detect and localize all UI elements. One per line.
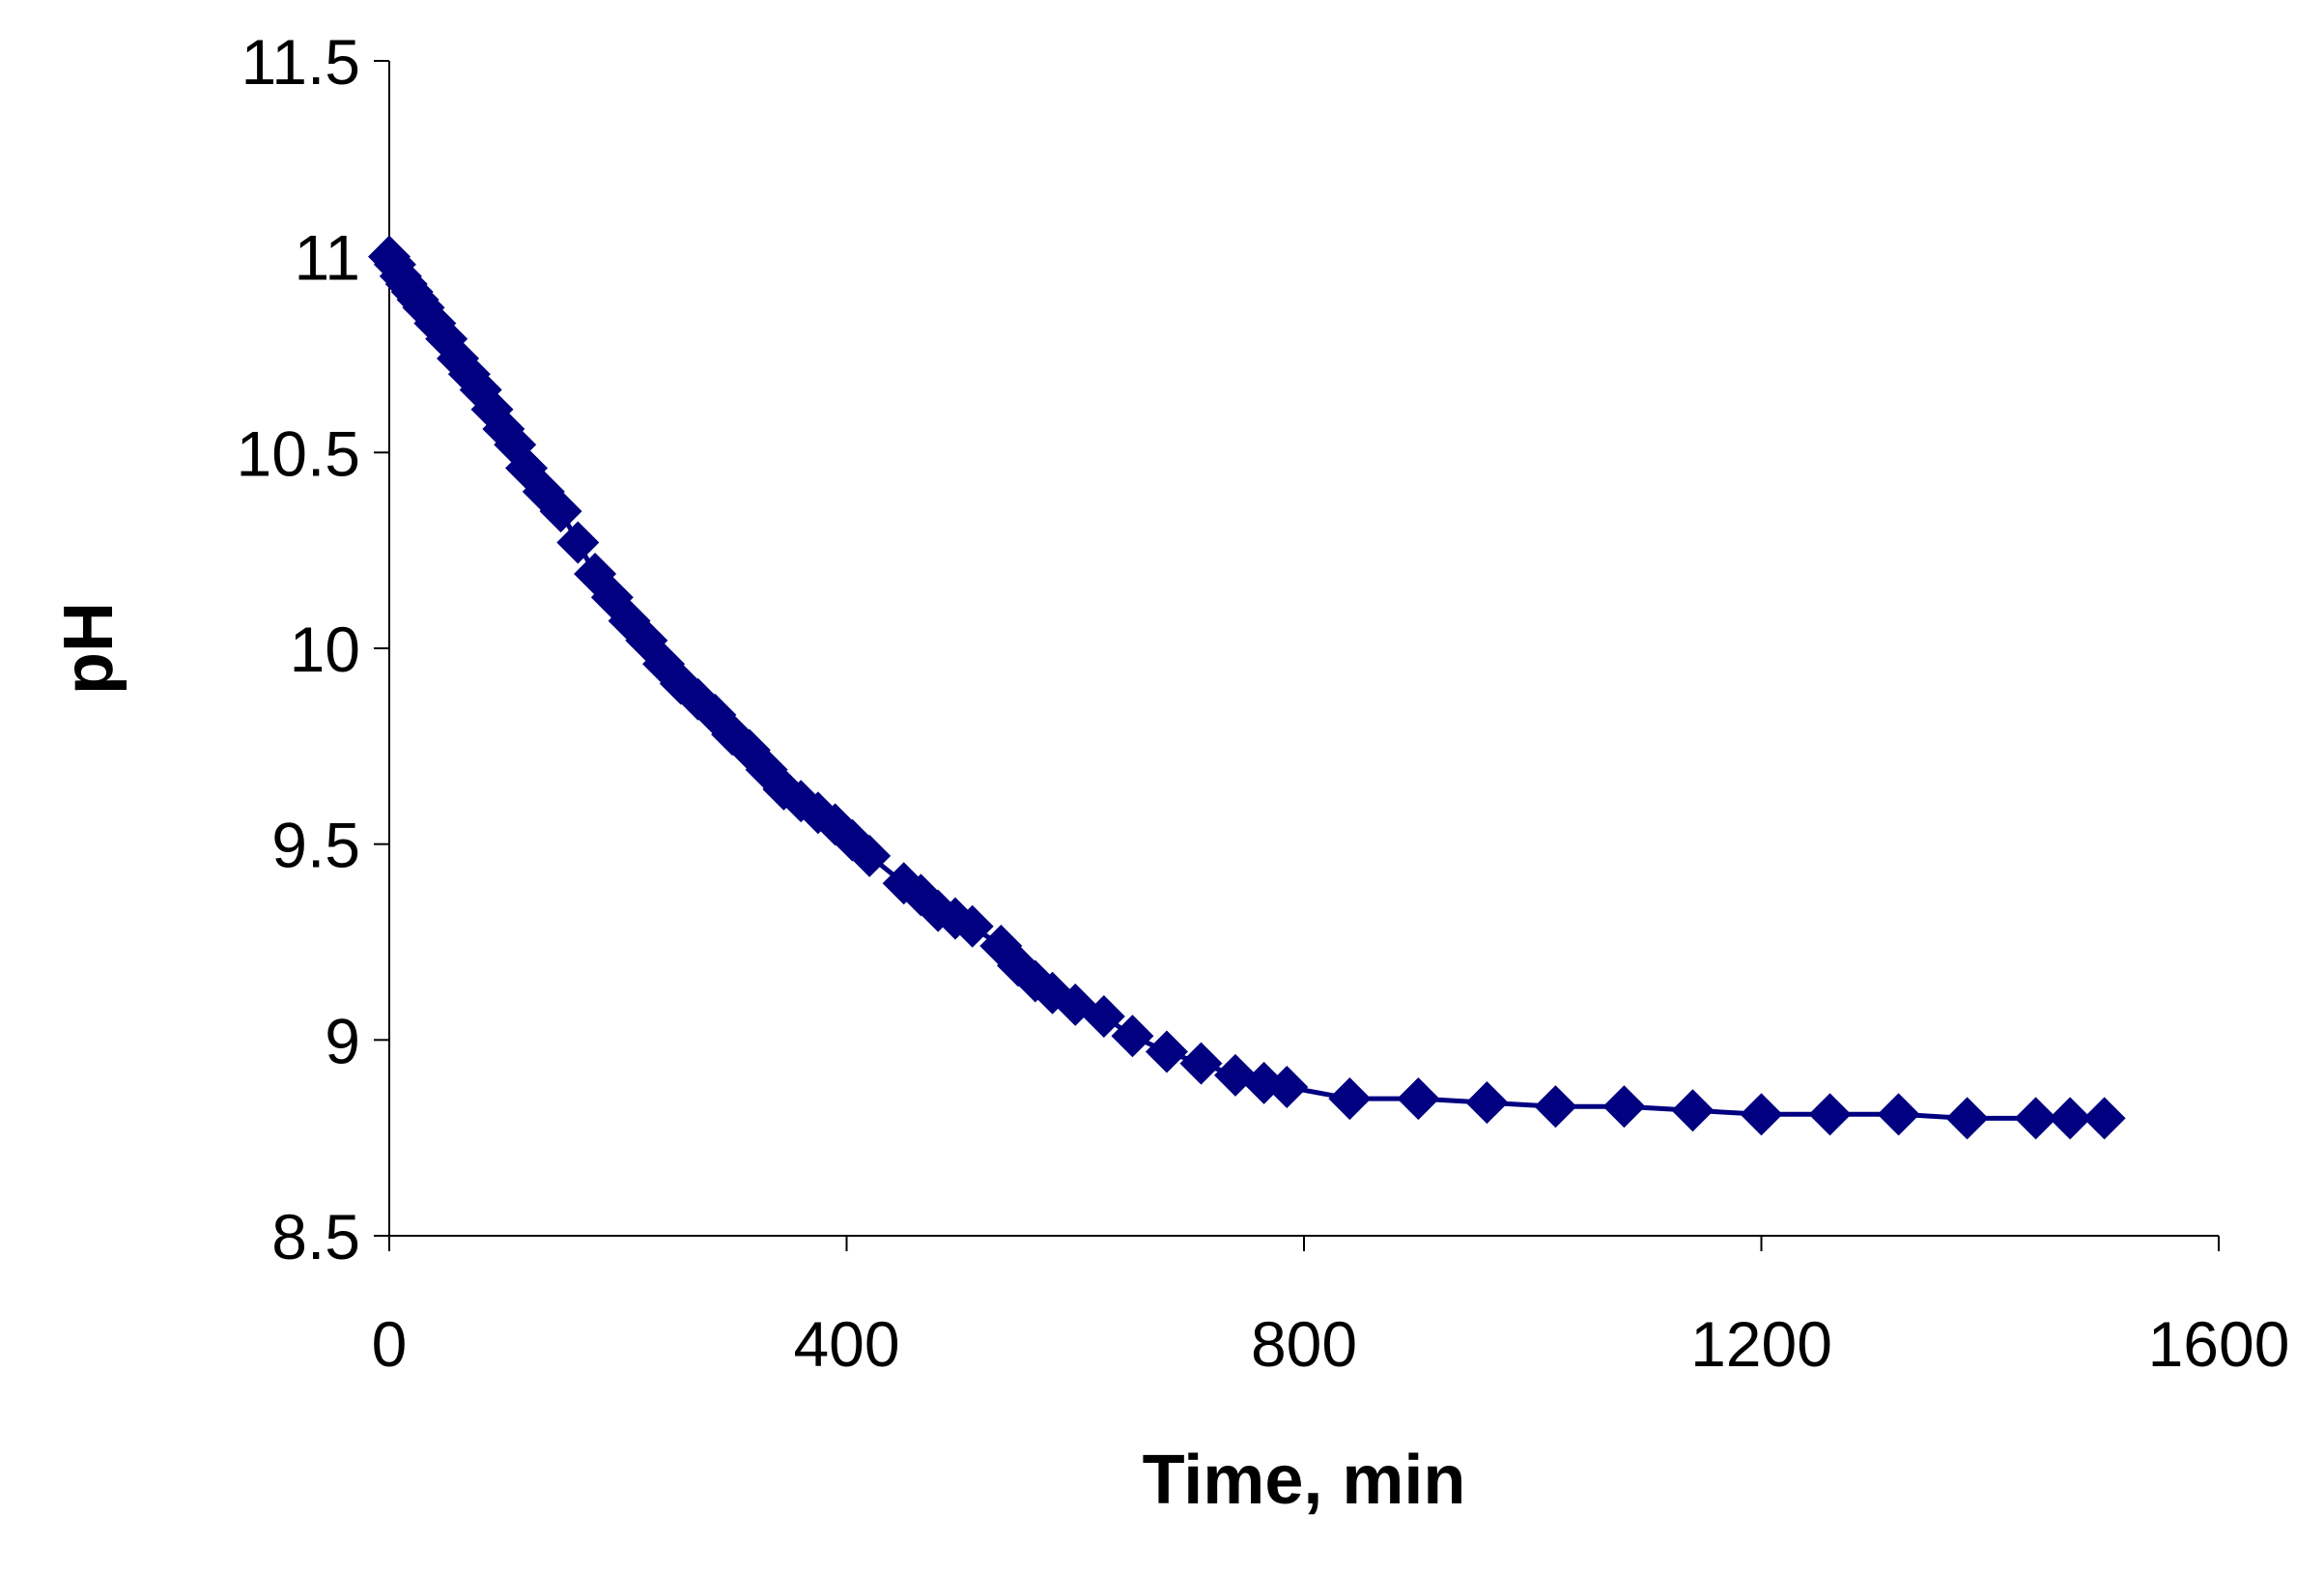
- data-point-diamond: [1671, 1089, 1715, 1132]
- data-point-diamond: [1397, 1077, 1440, 1121]
- series-line: [386, 255, 2105, 1121]
- data-point-diamond: [1808, 1093, 1852, 1136]
- data-point-diamond: [848, 834, 892, 877]
- x-tick-label: 0: [372, 1308, 408, 1380]
- data-point-diamond: [1179, 1042, 1223, 1085]
- y-tick-label: 10: [290, 614, 360, 685]
- data-point-diamond: [2083, 1097, 2126, 1140]
- x-axis-title: Time, min: [1143, 1442, 1466, 1519]
- data-point-diamond: [1877, 1093, 1920, 1136]
- tick-labels: 8.5 9 9.5 10 10.5 11 11.5 0 400 800 1200 1600: [237, 26, 2290, 1380]
- data-point-diamond: [2049, 1097, 2092, 1140]
- x-tick-label: 400: [793, 1308, 899, 1380]
- y-tick-label: 9.5: [271, 810, 360, 881]
- y-tick-label: 8.5: [271, 1201, 360, 1272]
- x-tick-label: 1600: [2148, 1308, 2290, 1380]
- y-tick-label: 11: [294, 222, 360, 294]
- data-point-diamond: [1328, 1077, 1372, 1121]
- data-point-diamond: [2014, 1097, 2057, 1140]
- x-tick-label: 1200: [1690, 1308, 1832, 1380]
- data-point-diamond: [1602, 1085, 1646, 1129]
- data-point-diamond: [1082, 995, 1125, 1039]
- data-point-diamond: [1740, 1093, 1783, 1136]
- data-point-diamond: [1265, 1065, 1309, 1108]
- x-tick-label: 800: [1251, 1308, 1357, 1380]
- y-tick-label: 10.5: [237, 417, 360, 489]
- data-point-diamond: [556, 521, 600, 564]
- data-point-diamond: [1945, 1097, 1989, 1140]
- data-point-diamond: [1465, 1081, 1509, 1125]
- data-point-diamond: [539, 490, 582, 533]
- data-markers: [368, 235, 2126, 1140]
- data-point-diamond: [1111, 1015, 1154, 1058]
- data-point-diamond: [1534, 1085, 1577, 1129]
- y-axis-title: pH: [50, 602, 128, 695]
- tick-marks: [374, 60, 2220, 1251]
- y-tick-label: 11.5: [241, 26, 360, 98]
- data-point-diamond: [950, 904, 994, 948]
- data-point-diamond: [1145, 1030, 1188, 1073]
- y-tick-label: 9: [325, 1005, 360, 1076]
